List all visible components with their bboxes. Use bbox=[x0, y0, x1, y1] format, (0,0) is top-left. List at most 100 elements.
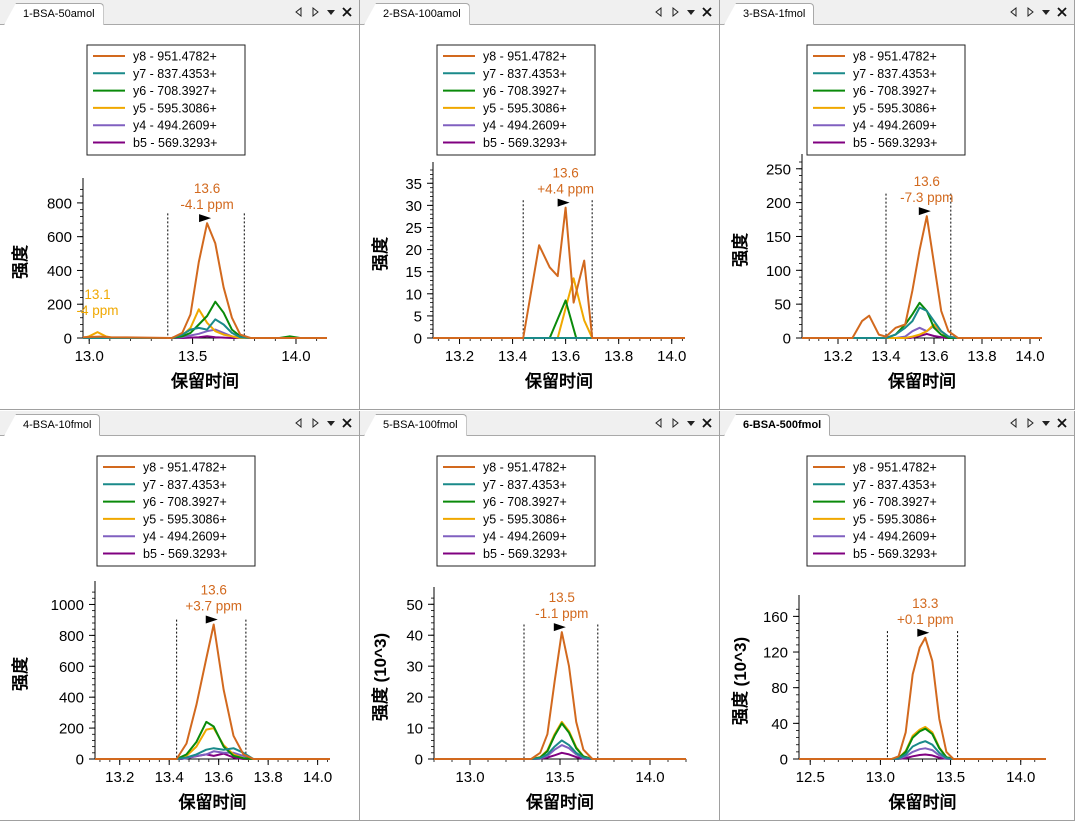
legend-entry[interactable]: y7 - 837.4353+ bbox=[853, 478, 937, 492]
series-line-y5[interactable] bbox=[82, 308, 327, 339]
legend-entry[interactable]: y8 - 951.4782+ bbox=[483, 50, 567, 64]
peak-rt-label: 13.3 bbox=[912, 596, 938, 611]
tab-controls bbox=[653, 3, 713, 21]
legend-entry[interactable]: y8 - 951.4782+ bbox=[853, 461, 937, 475]
triangle-left-icon[interactable] bbox=[1008, 416, 1020, 430]
triangle-right-icon[interactable] bbox=[1024, 416, 1036, 430]
dropdown-arrow-icon[interactable] bbox=[685, 416, 697, 430]
tab-controls bbox=[1008, 3, 1068, 21]
close-x-icon[interactable] bbox=[1056, 5, 1068, 19]
peak-rt-label: 13.6 bbox=[194, 181, 220, 196]
series-line-y5[interactable] bbox=[95, 727, 330, 760]
legend-entry[interactable]: b5 - 569.3293+ bbox=[143, 547, 227, 561]
peak-annotation: 13.6-7.3 ppm bbox=[900, 174, 953, 216]
legend-entry[interactable]: y8 - 951.4782+ bbox=[853, 50, 937, 64]
panel-tab[interactable]: 6-BSA-500fmol bbox=[724, 414, 831, 436]
panel-tab[interactable]: 4-BSA-10fmol bbox=[4, 414, 101, 436]
y-tick-label: 250 bbox=[766, 161, 791, 178]
y-tick-label: 35 bbox=[405, 176, 422, 193]
series-line-y8[interactable] bbox=[802, 215, 1042, 339]
legend-entry[interactable]: y4 - 494.2609+ bbox=[483, 530, 567, 544]
legend-entry[interactable]: y4 - 494.2609+ bbox=[143, 530, 227, 544]
series-line-y7[interactable] bbox=[83, 318, 327, 339]
triangle-right-icon[interactable] bbox=[1024, 5, 1036, 19]
series-line-y7[interactable] bbox=[434, 739, 686, 760]
triangle-right-icon[interactable] bbox=[309, 5, 321, 19]
triangle-left-icon[interactable] bbox=[293, 416, 305, 430]
legend-entry[interactable]: y8 - 951.4782+ bbox=[133, 50, 217, 64]
series-line-y7[interactable] bbox=[95, 747, 330, 760]
legend-entry[interactable]: b5 - 569.3293+ bbox=[483, 136, 567, 150]
y-axis-title: 强度 (10^3) bbox=[730, 637, 750, 725]
panel-tabstrip: 6-BSA-500fmol bbox=[720, 411, 1074, 436]
legend-entry[interactable]: y8 - 951.4782+ bbox=[483, 461, 567, 475]
peak-rt-label: 13.6 bbox=[914, 174, 940, 189]
legend-entry[interactable]: b5 - 569.3293+ bbox=[133, 136, 217, 150]
legend-entry[interactable]: y6 - 708.3927+ bbox=[483, 495, 567, 509]
series-line-y8[interactable] bbox=[95, 623, 330, 760]
triangle-left-icon[interactable] bbox=[653, 416, 665, 430]
series-line-y8[interactable] bbox=[433, 206, 685, 339]
legend-entry[interactable]: y5 - 595.3086+ bbox=[853, 101, 937, 115]
legend-entry[interactable]: y5 - 595.3086+ bbox=[483, 101, 567, 115]
legend-entry[interactable]: y7 - 837.4353+ bbox=[483, 478, 567, 492]
close-x-icon[interactable] bbox=[701, 5, 713, 19]
panel-tab[interactable]: 2-BSA-100amol bbox=[364, 3, 470, 25]
legend-entry[interactable]: y5 - 595.3086+ bbox=[483, 512, 567, 526]
legend-entry[interactable]: y7 - 837.4353+ bbox=[143, 478, 227, 492]
series-line-y8[interactable] bbox=[799, 636, 1046, 760]
dropdown-arrow-icon[interactable] bbox=[685, 5, 697, 19]
close-x-icon[interactable] bbox=[1056, 416, 1068, 430]
triangle-right-icon[interactable] bbox=[669, 5, 681, 19]
panel-tabstrip: 5-BSA-100fmol bbox=[360, 411, 719, 436]
x-tick-label: 13.0 bbox=[75, 348, 104, 365]
legend-entry[interactable]: y6 - 708.3927+ bbox=[853, 495, 937, 509]
legend-entry[interactable]: y4 - 494.2609+ bbox=[853, 530, 937, 544]
dropdown-arrow-icon[interactable] bbox=[325, 5, 337, 19]
legend-entry[interactable]: y4 - 494.2609+ bbox=[483, 119, 567, 133]
legend-entry[interactable]: y5 - 595.3086+ bbox=[133, 101, 217, 115]
triangle-left-icon[interactable] bbox=[653, 5, 665, 19]
legend-entry[interactable]: b5 - 569.3293+ bbox=[853, 547, 937, 561]
legend-entry[interactable]: y4 - 494.2609+ bbox=[853, 119, 937, 133]
legend-entry[interactable]: y6 - 708.3927+ bbox=[143, 495, 227, 509]
legend-entry[interactable]: y6 - 708.3927+ bbox=[483, 84, 567, 98]
series-line-y8[interactable] bbox=[82, 222, 327, 339]
legend-entry[interactable]: y8 - 951.4782+ bbox=[143, 461, 227, 475]
y-tick-label: 40 bbox=[771, 716, 788, 733]
series-line-y4[interactable] bbox=[799, 747, 1046, 760]
series-line-y6[interactable] bbox=[95, 720, 330, 760]
peak-annotation: 13.3+0.1 ppm bbox=[897, 596, 954, 637]
panel-tab[interactable]: 1-BSA-50amol bbox=[4, 3, 104, 25]
dropdown-arrow-icon[interactable] bbox=[325, 416, 337, 430]
legend-entry[interactable]: y7 - 837.4353+ bbox=[483, 67, 567, 81]
panel-tab[interactable]: 3-BSA-1fmol bbox=[724, 3, 815, 25]
dropdown-arrow-icon[interactable] bbox=[1040, 416, 1052, 430]
x-tick-label: 13.0 bbox=[455, 769, 484, 786]
close-x-icon[interactable] bbox=[701, 416, 713, 430]
legend-entry[interactable]: y6 - 708.3927+ bbox=[853, 84, 937, 98]
legend-entry[interactable]: y7 - 837.4353+ bbox=[133, 67, 217, 81]
triangle-left-icon[interactable] bbox=[1008, 5, 1020, 19]
legend-entry[interactable]: b5 - 569.3293+ bbox=[853, 136, 937, 150]
legend-entry[interactable]: y5 - 595.3086+ bbox=[143, 512, 227, 526]
panel-tab[interactable]: 5-BSA-100fmol bbox=[364, 414, 467, 436]
peak-rt-label: 13.1 bbox=[84, 287, 110, 302]
series-line-y4[interactable] bbox=[434, 744, 686, 760]
series-line-y7[interactable] bbox=[802, 306, 1042, 339]
dropdown-arrow-icon[interactable] bbox=[1040, 5, 1052, 19]
close-x-icon[interactable] bbox=[341, 5, 353, 19]
legend-entry[interactable]: y5 - 595.3086+ bbox=[853, 512, 937, 526]
series-line-y7[interactable] bbox=[799, 740, 1046, 760]
series-line-y5[interactable] bbox=[433, 277, 685, 339]
close-x-icon[interactable] bbox=[341, 416, 353, 430]
legend-entry[interactable]: b5 - 569.3293+ bbox=[483, 547, 567, 561]
series-line-y6[interactable] bbox=[83, 300, 327, 339]
triangle-right-icon[interactable] bbox=[309, 416, 321, 430]
legend-entry[interactable]: y4 - 494.2609+ bbox=[133, 119, 217, 133]
series-line-y8[interactable] bbox=[434, 631, 686, 760]
triangle-left-icon[interactable] bbox=[293, 5, 305, 19]
triangle-right-icon[interactable] bbox=[669, 416, 681, 430]
legend-entry[interactable]: y7 - 837.4353+ bbox=[853, 67, 937, 81]
legend-entry[interactable]: y6 - 708.3927+ bbox=[133, 84, 217, 98]
